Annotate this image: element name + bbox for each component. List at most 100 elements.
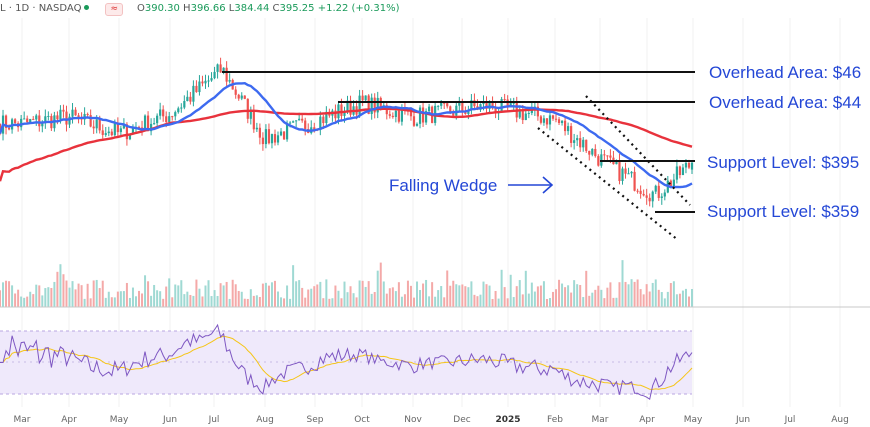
volume-bar — [225, 281, 228, 307]
candle-body — [26, 118, 29, 123]
candle-body — [621, 168, 624, 181]
candle-body — [204, 80, 207, 84]
candle-body — [488, 101, 491, 109]
volume-bar — [422, 283, 425, 307]
volume-bar — [0, 290, 1, 307]
candle-body — [276, 135, 280, 143]
candle-body — [524, 113, 527, 121]
volume-bar — [41, 295, 44, 307]
candle-body — [639, 190, 642, 194]
candle-body — [165, 116, 168, 123]
volume-bar — [612, 297, 615, 307]
candle-body — [7, 127, 11, 130]
volume-bar — [434, 296, 437, 307]
candle-body — [651, 191, 654, 202]
candle-body — [143, 115, 147, 131]
candle-body — [77, 115, 80, 118]
candle-body — [89, 115, 92, 127]
volume-bar — [343, 281, 346, 307]
volume-bar — [585, 270, 588, 307]
candle-body — [47, 115, 50, 117]
volume-bar — [95, 279, 98, 307]
volume-bar — [606, 287, 609, 307]
volume-bar — [246, 298, 249, 307]
volume-bar — [162, 298, 165, 307]
candle-body — [657, 185, 660, 198]
candle-body — [62, 109, 65, 112]
candle-body — [59, 109, 62, 120]
candle-body — [180, 107, 183, 109]
volume-bar — [542, 281, 545, 307]
x-tick-label: May — [109, 415, 129, 425]
volume-bar — [267, 285, 270, 307]
volume-bar — [603, 298, 606, 307]
volume-bar — [349, 286, 352, 307]
candle-body — [415, 123, 419, 126]
volume-bar — [74, 289, 77, 307]
volume-bar — [83, 298, 86, 307]
volume-bar — [192, 295, 195, 307]
candle-body — [65, 111, 68, 125]
candle-body — [597, 156, 600, 166]
candle-body — [279, 131, 283, 136]
volume-bar — [691, 289, 693, 307]
volume-bar — [198, 288, 201, 307]
candle-body — [95, 119, 98, 129]
volume-bar — [564, 287, 567, 307]
volume-bar — [485, 284, 488, 307]
volume-bar — [373, 291, 376, 307]
candle-body — [104, 133, 107, 135]
volume-bar — [678, 293, 681, 307]
volume-bar — [476, 296, 479, 307]
candle-body — [14, 119, 17, 124]
volume-bar — [255, 295, 258, 307]
candle-body — [458, 102, 461, 106]
x-tick-label: Apr — [61, 415, 77, 425]
volume-bar — [71, 281, 74, 307]
volume-bar — [80, 285, 83, 307]
close-label: C — [272, 3, 280, 14]
wedge-lines — [537, 95, 691, 241]
candle-body — [38, 115, 41, 127]
candles — [0, 57, 694, 208]
volume-bar — [29, 291, 32, 307]
candle-body — [627, 173, 630, 175]
candle-body — [101, 130, 104, 135]
candle-body — [343, 112, 346, 116]
volume-bar — [298, 280, 301, 307]
volume-bar — [660, 292, 663, 307]
volume-bar — [210, 296, 213, 307]
symbol-label[interactable]: L · 1D · NASDAQ — [0, 3, 82, 14]
candle-body — [210, 78, 213, 81]
x-tick-label: Jun — [162, 415, 178, 425]
candle-body — [539, 116, 543, 123]
volume-bar — [403, 294, 406, 307]
volume-bar — [449, 285, 452, 307]
candle-body — [4, 115, 8, 128]
candle-body — [361, 95, 364, 101]
ma-short-line — [0, 81, 693, 189]
candle-body — [207, 80, 210, 82]
candle-body — [500, 99, 503, 112]
volume-bar — [258, 296, 261, 307]
indicator-badge[interactable]: ≈ — [105, 3, 123, 16]
volume-bar — [431, 282, 434, 307]
volume-bar — [509, 274, 512, 307]
volume-bar — [491, 298, 494, 307]
wedge-lower-line — [537, 127, 679, 241]
candle-body — [71, 109, 74, 117]
volume-bar — [548, 298, 551, 307]
candle-body — [119, 128, 122, 133]
open-label: O — [136, 3, 145, 14]
volume-bar — [131, 287, 134, 307]
volume-bar — [38, 285, 41, 307]
candle-body — [201, 81, 204, 84]
candle-body — [74, 109, 77, 116]
candle-body — [424, 111, 428, 123]
volume-bar — [515, 286, 518, 307]
candle-body — [255, 127, 258, 130]
volume-bar — [304, 297, 307, 307]
volume-bar — [340, 298, 343, 307]
volume-bar — [482, 281, 485, 307]
